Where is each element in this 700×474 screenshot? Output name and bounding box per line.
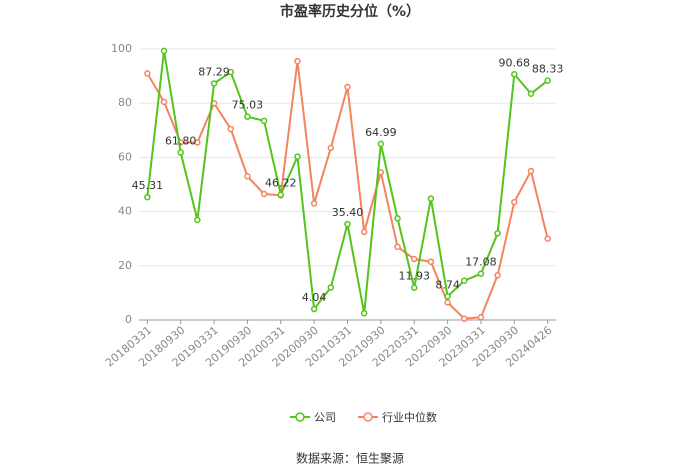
data-label: 90.68 [499, 56, 531, 69]
data-point [310, 200, 318, 207]
data-point [527, 167, 535, 175]
data-point [327, 284, 335, 291]
data-label: 87.29 [198, 65, 230, 78]
data-point [360, 228, 368, 236]
data-point [427, 195, 435, 202]
data-point [377, 140, 385, 148]
data-point [194, 216, 201, 224]
data-point [194, 139, 201, 146]
data-point [511, 71, 518, 78]
data-point [177, 149, 184, 156]
legend-label: 公司 [314, 411, 336, 424]
source: 数据来源：恒生聚源 [296, 451, 404, 466]
data-point [544, 77, 551, 84]
data-point [410, 255, 418, 263]
data-point [244, 113, 251, 120]
data-point [160, 98, 168, 106]
data-point [144, 193, 151, 201]
data-label: 8.74 [435, 278, 460, 291]
data-point [444, 293, 451, 300]
data-label: 61.80 [165, 135, 197, 148]
data-point [244, 173, 251, 180]
legend-marker [363, 412, 373, 422]
series-line [146, 61, 549, 320]
y-tick-label: 20 [118, 259, 132, 272]
data-label: 45.31 [132, 179, 164, 192]
data-point [511, 198, 518, 206]
data-point [494, 230, 501, 237]
data-point [477, 270, 485, 277]
data-point [260, 117, 268, 125]
data-label: 75.03 [232, 99, 264, 112]
data-label: 88.33 [532, 63, 564, 76]
data-point [210, 80, 218, 87]
data-point [410, 284, 418, 291]
data-label: 11.93 [398, 270, 430, 283]
data-point [527, 90, 535, 97]
data-point [227, 68, 234, 76]
data-point [160, 47, 168, 55]
data-label: 4.04 [302, 291, 327, 304]
legend-label: 行业中位数 [382, 410, 437, 424]
y-tick-label: 80 [118, 96, 132, 109]
data-point [294, 153, 301, 160]
data-point [444, 299, 451, 306]
data-point [394, 243, 401, 251]
data-point [260, 190, 268, 198]
data-point [344, 220, 351, 228]
data-point [427, 258, 435, 265]
y-tick-label: 100 [111, 42, 132, 55]
data-point [360, 309, 368, 317]
data-point [494, 272, 501, 279]
data-point [344, 83, 351, 91]
data-point [310, 305, 318, 313]
legend-marker [295, 412, 305, 422]
data-label: 46.22 [265, 177, 297, 190]
data-point [477, 314, 485, 321]
y-tick-label: 0 [125, 313, 132, 326]
chart-title: 市盈率历史分位（%） [280, 3, 420, 20]
data-label: 64.99 [365, 126, 397, 139]
data-label: 35.40 [332, 206, 364, 219]
y-tick-label: 60 [118, 150, 132, 163]
data-point [144, 70, 151, 77]
data-point [544, 235, 551, 242]
data-point [461, 315, 468, 322]
data-point [327, 144, 335, 152]
data-point [227, 125, 234, 133]
y-tick-label: 40 [118, 205, 132, 218]
data-point [294, 57, 301, 65]
data-point [394, 215, 401, 222]
data-point [277, 191, 285, 198]
data-point [461, 277, 468, 284]
data-label: 17.08 [465, 256, 497, 269]
